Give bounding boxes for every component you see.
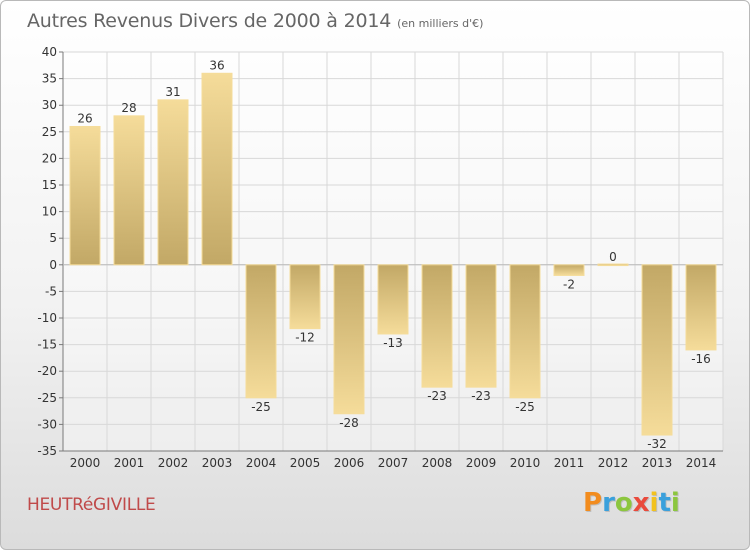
chart-subtitle: (en milliers d'€) <box>397 17 484 30</box>
x-tick-label: 2007 <box>378 456 409 470</box>
y-tick-label: 35 <box>42 72 57 86</box>
x-tick-label: 2002 <box>158 456 189 470</box>
y-tick-label: 10 <box>42 205 57 219</box>
y-tick-label: 25 <box>42 125 57 139</box>
logo-letter: r <box>602 488 615 518</box>
data-label: 31 <box>165 85 180 99</box>
y-tick-label: 15 <box>42 178 57 192</box>
bar <box>245 264 277 399</box>
bar <box>509 264 541 399</box>
x-tick-label: 2005 <box>290 456 321 470</box>
y-tick-label: 20 <box>42 151 57 165</box>
data-label: -25 <box>515 400 535 414</box>
data-label: -12 <box>295 331 315 345</box>
x-tick-label: 2003 <box>202 456 233 470</box>
commune-name: HEUTRéGIVILLE <box>27 495 156 515</box>
x-tick-label: 2013 <box>642 456 673 470</box>
logo-letter: t <box>658 488 671 518</box>
x-tick-label: 2006 <box>334 456 365 470</box>
y-tick-label: 0 <box>49 258 57 272</box>
y-tick-label: -25 <box>37 391 57 405</box>
bar <box>465 264 497 388</box>
bar <box>333 264 365 415</box>
logo-letter: P <box>583 488 603 518</box>
bar <box>597 263 629 267</box>
bar <box>685 264 717 351</box>
logo-letter: i <box>670 488 680 518</box>
chart-title-block: Autres Revenus Divers de 2000 à 2014 (en … <box>27 10 483 32</box>
x-tick-label: 2001 <box>114 456 145 470</box>
logo-letter: x <box>632 488 650 518</box>
y-tick-label: -35 <box>37 444 57 458</box>
data-label: 28 <box>121 101 136 115</box>
bar <box>201 72 233 266</box>
data-label: -23 <box>471 389 491 403</box>
bar <box>553 264 585 276</box>
data-label: -16 <box>691 352 711 366</box>
y-tick-label: 5 <box>49 231 57 245</box>
data-label: 36 <box>209 58 224 72</box>
y-tick-label: -30 <box>37 417 57 431</box>
data-label: -13 <box>383 336 403 350</box>
logo-letter: o <box>614 488 633 518</box>
data-label: -2 <box>563 277 575 291</box>
y-tick-label: -10 <box>37 311 57 325</box>
data-label: -28 <box>339 416 359 430</box>
proxiti-logo: Proxiti <box>583 488 680 518</box>
y-tick-label: -20 <box>37 364 57 378</box>
bar <box>69 125 101 266</box>
data-label: -25 <box>251 400 271 414</box>
bar <box>113 115 145 266</box>
chart-title: Autres Revenus Divers de 2000 à 2014 <box>27 10 392 32</box>
bar <box>641 264 673 436</box>
data-label: -23 <box>427 389 447 403</box>
x-tick-label: 2010 <box>510 456 541 470</box>
y-tick-label: 40 <box>42 45 57 59</box>
x-tick-label: 2000 <box>70 456 101 470</box>
y-tick-label: 30 <box>42 98 57 112</box>
x-tick-label: 2012 <box>598 456 629 470</box>
logo-letter: i <box>649 488 659 518</box>
x-tick-label: 2004 <box>246 456 277 470</box>
data-label: 0 <box>609 250 617 264</box>
bar <box>289 264 321 330</box>
bar <box>157 99 189 266</box>
data-label: -32 <box>647 437 667 451</box>
x-tick-label: 2008 <box>422 456 453 470</box>
y-tick-label: -15 <box>37 338 57 352</box>
x-tick-label: 2011 <box>554 456 585 470</box>
data-label: 26 <box>77 111 92 125</box>
x-tick-label: 2014 <box>686 456 717 470</box>
x-tick-label: 2009 <box>466 456 497 470</box>
y-tick-label: -5 <box>45 284 57 298</box>
bar <box>421 264 453 388</box>
bar <box>377 264 409 335</box>
